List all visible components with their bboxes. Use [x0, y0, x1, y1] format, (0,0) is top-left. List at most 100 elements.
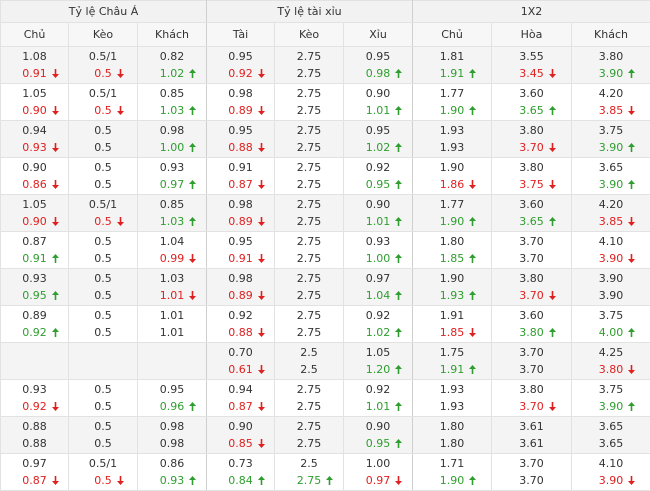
current-value: 3.90 [599, 252, 624, 265]
current-odds: 0.87 [207, 176, 274, 193]
current-odds: 0.90 [1, 213, 68, 230]
opening-odds: 0.98 [138, 418, 206, 435]
opening-odds: 2.75 [275, 233, 343, 250]
opening-odds: 0.90 [344, 85, 412, 102]
arrow-down [628, 106, 635, 115]
current-odds: 1.02 [344, 139, 412, 156]
current-odds: 0.85 [207, 435, 274, 452]
column-header: Hòa [492, 23, 572, 47]
current-value: 3.65 [519, 104, 544, 117]
current-odds: 0.5 [69, 250, 137, 267]
arrow-down [469, 328, 476, 337]
opening-odds: 1.05 [1, 196, 68, 213]
opening-odds: 1.81 [413, 48, 491, 65]
current-value: 1.01 [366, 400, 391, 413]
arrow-down [549, 402, 556, 411]
opening-odds: 0.5 [69, 270, 137, 287]
current-value: 2.75 [297, 326, 322, 339]
current-odds: 0.5 [69, 102, 137, 119]
opening-odds: 0.98 [138, 122, 206, 139]
current-odds: 3.65 [492, 213, 571, 230]
current-value: 1.80 [440, 437, 465, 450]
opening-odds: 4.20 [572, 196, 650, 213]
current-odds: 3.61 [492, 435, 571, 452]
opening-odds: 0.85 [138, 85, 206, 102]
arrow-up [395, 365, 402, 374]
current-value: 2.75 [297, 252, 322, 265]
opening-odds: 3.70 [492, 344, 571, 361]
current-odds: 1.85 [413, 324, 491, 341]
current-value: 3.65 [599, 437, 624, 450]
current-odds: 0.95 [1, 287, 68, 304]
current-value: 0.5 [94, 252, 112, 265]
opening-odds: 0.90 [207, 418, 274, 435]
opening-odds: 3.75 [572, 122, 650, 139]
current-value: 0.5 [94, 326, 112, 339]
current-value: 0.92 [22, 326, 47, 339]
current-value: 1.02 [366, 141, 391, 154]
current-value: 0.88 [228, 141, 253, 154]
current-value: 1.91 [440, 363, 465, 376]
arrow-up [395, 143, 402, 152]
opening-odds: 0.95 [207, 122, 274, 139]
current-odds: 1.91 [413, 361, 491, 378]
opening-odds: 1.77 [413, 196, 491, 213]
opening-odds: 1.93 [413, 122, 491, 139]
opening-odds: 0.93 [1, 381, 68, 398]
opening-odds: 4.10 [572, 455, 650, 472]
opening-odds: 0.95 [344, 48, 412, 65]
current-value: 1.03 [160, 104, 185, 117]
current-odds: 0.84 [207, 472, 274, 489]
odds-cell: 0.85 1.03 [138, 84, 207, 121]
current-odds: 0.92 [1, 398, 68, 415]
opening-odds: 0.87 [1, 233, 68, 250]
current-value: 0.93 [160, 474, 185, 487]
column-header: Xỉu [344, 23, 413, 47]
current-odds: 1.04 [344, 287, 412, 304]
arrow-up [395, 439, 402, 448]
opening-odds: 0.98 [207, 85, 274, 102]
arrow-up [549, 217, 556, 226]
opening-odds: 0.90 [1, 159, 68, 176]
current-value: 0.5 [94, 289, 112, 302]
arrow-down [258, 217, 265, 226]
opening-odds: 3.80 [492, 270, 571, 287]
arrow-up [189, 180, 196, 189]
current-odds: 3.90 [572, 250, 650, 267]
current-value: 3.70 [519, 474, 544, 487]
current-value: 0.91 [228, 252, 253, 265]
opening-odds: 0.94 [207, 381, 274, 398]
arrow-up [189, 106, 196, 115]
opening-odds: 0.92 [344, 307, 412, 324]
arrow-up [189, 402, 196, 411]
current-value: 0.5 [94, 67, 112, 80]
current-odds: 0.96 [138, 398, 206, 415]
current-value: 0.85 [228, 437, 253, 450]
arrow-up [469, 291, 476, 300]
opening-odds: 4.20 [572, 85, 650, 102]
current-odds: 3.85 [572, 213, 650, 230]
